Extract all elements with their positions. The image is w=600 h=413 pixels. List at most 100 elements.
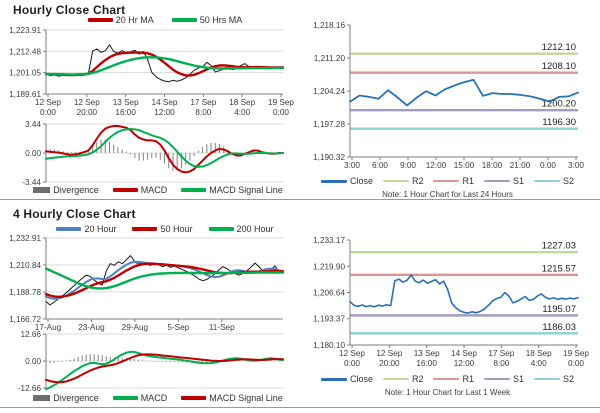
svg-text:16:00: 16:00 — [416, 359, 437, 368]
legend-label: Divergence — [53, 393, 99, 403]
line-swatch — [112, 396, 138, 400]
line-swatch — [320, 377, 347, 381]
legend-item: MACD Signal Line — [181, 393, 283, 403]
line-swatch — [112, 188, 138, 192]
legend-item: 20 Hour — [56, 224, 116, 234]
svg-text:17 Sep: 17 Sep — [488, 349, 514, 358]
line-swatch — [382, 377, 409, 381]
legend-label: R2 — [411, 374, 424, 384]
line-swatch — [534, 377, 561, 381]
legend-label: S1 — [513, 374, 525, 384]
legend-label: Close — [349, 374, 373, 384]
svg-text:8:00: 8:00 — [493, 359, 509, 368]
svg-text:1208.10: 1208.10 — [542, 61, 576, 72]
svg-text:4:00: 4:00 — [531, 359, 547, 368]
bar-swatch — [33, 187, 51, 193]
legend-item: 50 Hour — [132, 224, 193, 234]
svg-text:-3.44: -3.44 — [22, 178, 41, 187]
legend-item: MACD Signal Line — [181, 185, 283, 195]
svg-text:1212.10: 1212.10 — [542, 42, 576, 53]
svg-text:1186.03: 1186.03 — [542, 322, 576, 333]
svg-text:0:00: 0:00 — [568, 359, 584, 368]
legend-item: 50 Hrs MA — [171, 15, 242, 25]
svg-text:14 Sep: 14 Sep — [152, 98, 178, 107]
line-swatch — [320, 179, 347, 183]
svg-text:12 Sep: 12 Sep — [339, 349, 365, 358]
svg-text:23-Aug: 23-Aug — [78, 323, 105, 332]
legend-label: R1 — [462, 374, 474, 384]
line-swatch — [433, 377, 460, 381]
svg-text:0.00: 0.00 — [25, 357, 41, 366]
svg-text:1227.03: 1227.03 — [542, 241, 576, 252]
svg-text:19 Sep: 19 Sep — [268, 98, 294, 107]
hourly-ma-legend: 20 Hr MA 50 Hrs MA — [46, 15, 284, 25]
svg-text:17 Sep: 17 Sep — [190, 98, 216, 107]
intraday-note: Note: 1 Hour Chart for Last 24 Hours — [382, 190, 513, 199]
legend-label: R2 — [411, 176, 424, 186]
svg-text:0:00: 0:00 — [40, 108, 56, 117]
svg-text:12:00: 12:00 — [426, 161, 447, 170]
weekly-legend: Close R2 R1 S1 S2 — [305, 374, 590, 384]
legend-label: 50 Hour — [160, 224, 193, 234]
legend-label: S2 — [563, 176, 575, 186]
svg-text:1,204.24: 1,204.24 — [313, 87, 345, 96]
svg-text:0:00: 0:00 — [540, 161, 556, 170]
svg-text:1,201.05: 1,201.05 — [9, 69, 41, 78]
line-swatch — [132, 227, 158, 231]
line-swatch — [382, 179, 409, 183]
svg-text:1,166.72: 1,166.72 — [9, 315, 41, 324]
legend-item: Divergence — [33, 393, 99, 403]
legend-item: MACD — [112, 393, 168, 403]
svg-text:1,189.61: 1,189.61 — [9, 90, 41, 99]
horizontal-separator — [0, 407, 600, 408]
svg-text:1,223.91: 1,223.91 — [9, 26, 41, 35]
legend-item: R2 — [382, 176, 424, 186]
svg-text:29-Aug: 29-Aug — [122, 323, 149, 332]
svg-text:1,232.91: 1,232.91 — [9, 234, 41, 243]
legend-label: 20 Hr MA — [115, 15, 154, 25]
hourly-macd-legend: Divergence MACD MACD Signal Line — [30, 185, 286, 195]
svg-text:20:00: 20:00 — [77, 108, 98, 117]
line-swatch — [534, 179, 561, 183]
weekly-1h-chart-svg: 1227.03 1215.57 1195.07 1186.03 1,233.17 1,21… — [313, 236, 589, 368]
svg-text:17-Aug: 17-Aug — [35, 323, 62, 332]
svg-text:12:00: 12:00 — [154, 108, 175, 117]
legend-item: 200 Hour — [208, 224, 274, 234]
svg-text:5-Sep: 5-Sep — [167, 323, 189, 332]
svg-text:16:00: 16:00 — [115, 108, 136, 117]
legend-label: MACD — [140, 393, 168, 403]
svg-text:19 Sep: 19 Sep — [563, 349, 589, 358]
hourly-chart-title: Hourly Close Chart — [13, 3, 126, 17]
svg-text:18 Sep: 18 Sep — [526, 349, 552, 358]
line-swatch — [484, 179, 510, 183]
svg-text:1196.30: 1196.30 — [542, 117, 576, 128]
legend-item: S2 — [534, 176, 574, 186]
svg-text:12 Sep: 12 Sep — [35, 98, 61, 107]
svg-text:1,188.78: 1,188.78 — [9, 288, 41, 297]
svg-text:15:00: 15:00 — [454, 161, 475, 170]
svg-text:1,218.16: 1,218.16 — [313, 21, 345, 30]
legend-label: MACD — [140, 185, 168, 195]
legend-item: 20 Hr MA — [87, 15, 154, 25]
legend-item: S1 — [484, 176, 524, 186]
line-swatch — [87, 18, 113, 22]
legend-label: Close — [349, 176, 373, 186]
line-swatch — [484, 377, 510, 381]
legend-item: S1 — [484, 374, 524, 384]
svg-text:1195.07: 1195.07 — [542, 304, 576, 315]
legend-label: 20 Hour — [84, 224, 117, 234]
legend-label: MACD Signal Line — [209, 393, 283, 403]
svg-text:-12.66: -12.66 — [18, 384, 42, 393]
legend-label: 200 Hour — [236, 224, 274, 234]
svg-text:8:00: 8:00 — [195, 108, 211, 117]
weekly-note: Note: 1 Hour Chart for Last 1 Week — [384, 388, 511, 397]
legend-item: Divergence — [33, 185, 99, 195]
svg-text:1,206.64: 1,206.64 — [313, 288, 345, 297]
line-swatch — [433, 179, 460, 183]
four-hourly-macd-legend: Divergence MACD MACD Signal Line — [30, 393, 286, 403]
svg-text:12 Sep: 12 Sep — [74, 98, 100, 107]
svg-text:1,193.37: 1,193.37 — [313, 315, 345, 324]
svg-text:3:00: 3:00 — [568, 161, 584, 170]
svg-text:13 Sep: 13 Sep — [113, 98, 139, 107]
